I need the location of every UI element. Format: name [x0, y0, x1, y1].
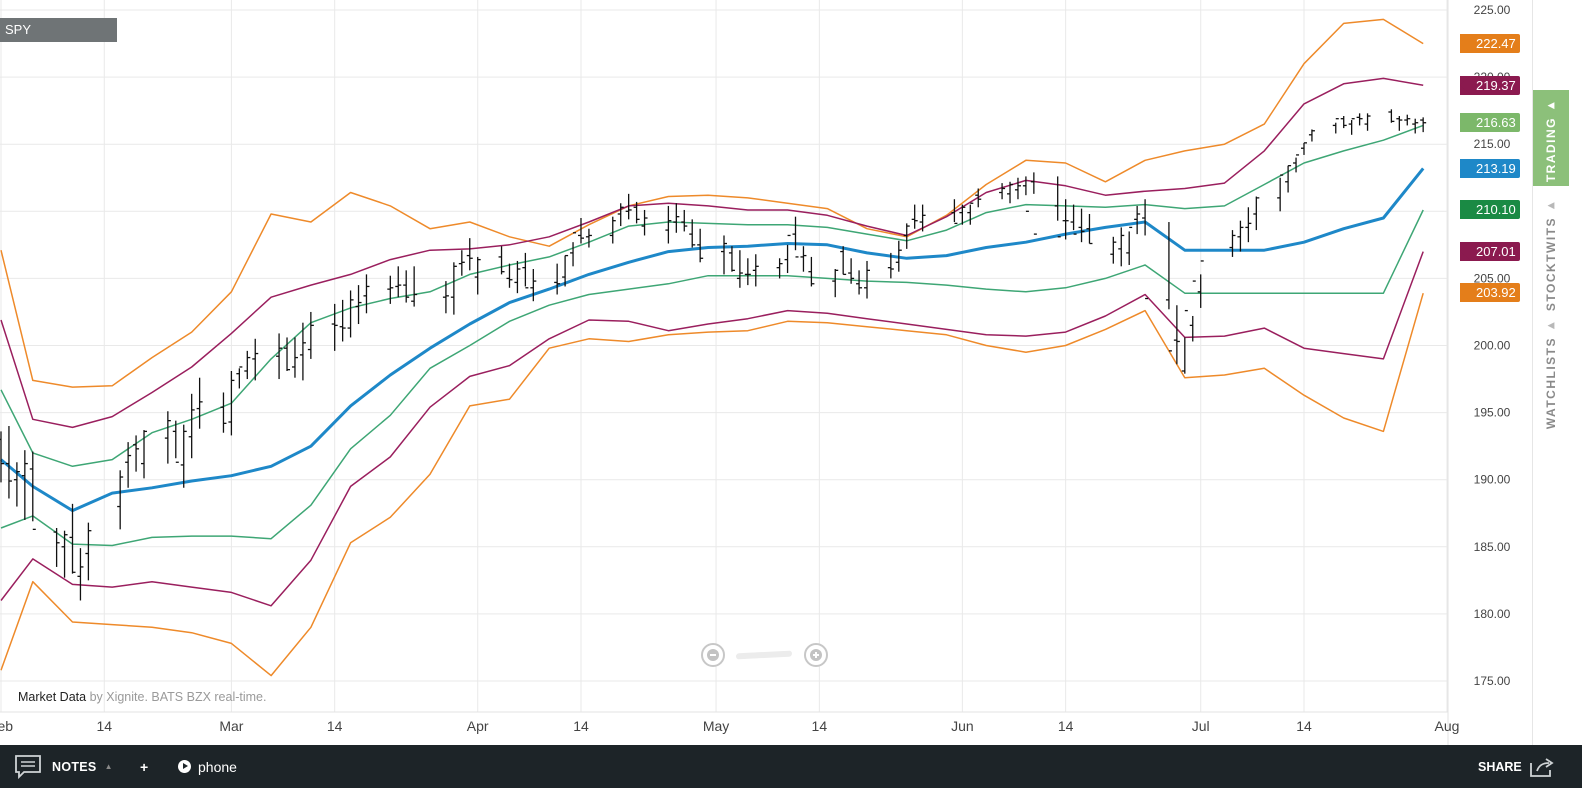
- band-line-upper-inner: [0, 124, 1424, 468]
- bottom-bar: NOTES ▲ + phone SHARE: [0, 745, 1582, 788]
- add-note-button[interactable]: +: [140, 758, 149, 775]
- band-line-upper-mid: [0, 77, 1424, 429]
- x-tick-label: Apr: [467, 718, 489, 734]
- x-tick-label: 14: [327, 718, 343, 734]
- x-tick-label: 14: [1296, 718, 1312, 734]
- y-tick-label: 205.00: [1474, 271, 1511, 285]
- y-tick-label: 200.00: [1474, 339, 1511, 353]
- minus-icon: [707, 649, 719, 661]
- price-tag: 213.19: [1460, 158, 1520, 178]
- y-tick-label: 225.00: [1474, 3, 1511, 17]
- zoom-out-button[interactable]: [701, 643, 725, 667]
- y-tick-label: 180.00: [1474, 607, 1511, 621]
- y-tick-label: 190.00: [1474, 473, 1511, 487]
- price-tag: 207.01: [1460, 241, 1520, 261]
- y-tick-label: 195.00: [1474, 406, 1511, 420]
- x-tick-label: 14: [812, 718, 828, 734]
- x-tick-label: 14: [1058, 718, 1074, 734]
- zoom-control: [700, 643, 832, 671]
- attribution: Market Data by Xignite. BATS BZX real-ti…: [18, 690, 266, 704]
- x-tick-label: Mar: [219, 718, 243, 734]
- band-line-middle: [0, 167, 1425, 513]
- attribution-brand: Market Data: [18, 690, 87, 704]
- y-tick-label: 185.00: [1474, 540, 1511, 554]
- attribution-text: by Xignite. BATS BZX real-time.: [86, 690, 267, 704]
- tab-watchlists[interactable]: ◀ WATCHLISTS: [1533, 314, 1569, 430]
- tab-trading[interactable]: ◀ TRADING: [1533, 90, 1569, 186]
- chart-area[interactable]: 225.00220.00215.00210.00205.00200.00195.…: [0, 0, 1540, 745]
- price-tag: 203.92: [1460, 283, 1520, 303]
- zoom-in-button[interactable]: [804, 643, 828, 667]
- comment-icon: [15, 754, 41, 779]
- phone-link[interactable]: phone: [178, 745, 237, 788]
- x-tick-label: 14: [573, 718, 589, 734]
- y-tick-label: 215.00: [1474, 137, 1511, 151]
- plus-icon: [810, 649, 822, 661]
- band-line-lower-outer: [0, 292, 1424, 677]
- play-icon: [178, 760, 191, 773]
- caret-up-icon: ▲: [104, 762, 113, 771]
- tab-stocktwits[interactable]: ◀ STOCKTWITS: [1533, 194, 1569, 311]
- tab-watchlists-label: WATCHLISTS: [1544, 337, 1558, 430]
- x-tick-label: 14: [96, 718, 112, 734]
- band-line-lower-inner: [0, 209, 1424, 547]
- tab-trading-label: TRADING: [1544, 117, 1558, 183]
- caret-left-icon: ◀: [1547, 200, 1555, 210]
- price-tag: 210.10: [1460, 200, 1520, 220]
- x-tick-label: May: [703, 718, 729, 734]
- side-panel: ◀ TRADING ◀ STOCKTWITS ◀ WATCHLISTS: [1532, 0, 1569, 745]
- share-label: SHARE: [1478, 759, 1522, 774]
- y-tick-label: 175.00: [1474, 674, 1511, 688]
- bollinger-chart[interactable]: 225.00220.00215.00210.00205.00200.00195.…: [0, 0, 1540, 745]
- price-tag: 222.47: [1460, 34, 1520, 54]
- band-line-upper-outer: [0, 18, 1424, 388]
- x-tick-label: Jul: [1192, 718, 1210, 734]
- phone-label: phone: [198, 758, 237, 775]
- share-icon: [1529, 757, 1554, 777]
- zoom-slider[interactable]: [736, 650, 792, 660]
- caret-left-icon: ◀: [1547, 100, 1555, 110]
- x-tick-label: Feb: [0, 718, 13, 734]
- caret-left-icon: ◀: [1547, 320, 1555, 330]
- share-button[interactable]: SHARE: [1478, 745, 1556, 788]
- notes-label: NOTES: [52, 759, 97, 774]
- price-tag: 219.37: [1460, 76, 1520, 96]
- symbol-badge[interactable]: SPY: [0, 18, 117, 42]
- tab-stocktwits-label: STOCKTWITS: [1544, 217, 1558, 312]
- x-tick-label: Jun: [951, 718, 974, 734]
- notes-toggle[interactable]: NOTES ▲: [14, 745, 112, 788]
- x-tick-label: Aug: [1435, 718, 1460, 734]
- band-line-lower-mid: [0, 251, 1424, 607]
- price-tag: 216.63: [1460, 112, 1520, 132]
